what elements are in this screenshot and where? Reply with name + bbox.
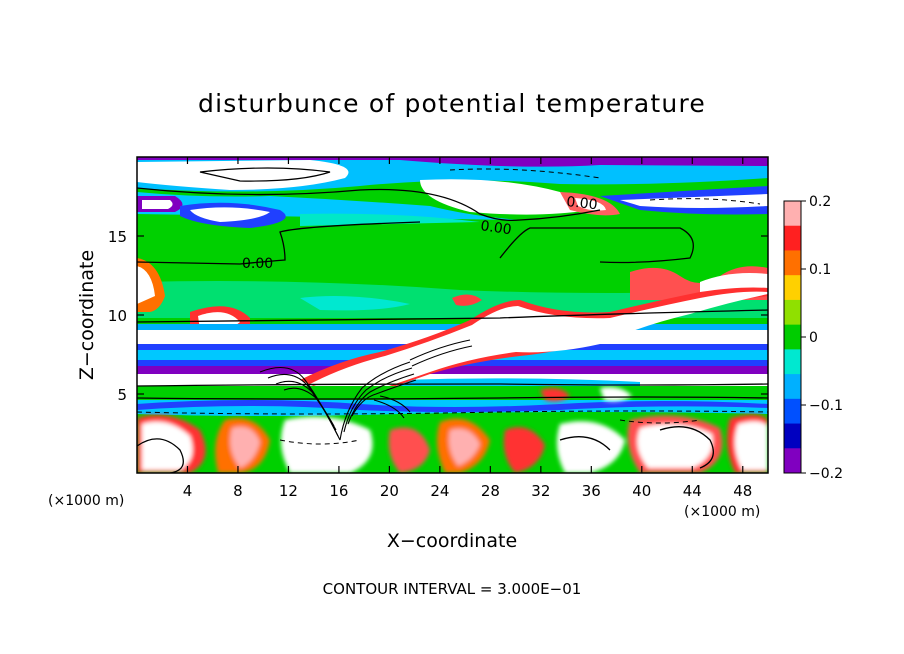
field-region (575, 198, 606, 211)
field-region (452, 294, 482, 306)
colorbar-segment (784, 250, 801, 276)
field-region (137, 266, 155, 304)
colorbar-segment (784, 398, 801, 425)
field-region (190, 207, 270, 222)
field-region (420, 179, 592, 215)
field-region (199, 167, 331, 182)
field-region (137, 281, 768, 318)
dashed-contours (137, 168, 768, 445)
turbulent-cells (137, 387, 768, 473)
contour-lines (137, 187, 768, 473)
x-axis: 4 8 12 16 20 24 28 32 36 40 44 48 (183, 157, 752, 500)
x-tick-label: 24 (430, 482, 449, 500)
y-tick-label: 5 (117, 386, 127, 404)
x-tick-label: 44 (683, 482, 702, 500)
colorbar-tick-label: 0.2 (809, 194, 831, 210)
colorbar: 0.2 0.1 0 −0.1 −0.2 (783, 194, 843, 482)
colorbar-tick-label: 0.1 (809, 262, 831, 278)
colorbar-segment (784, 299, 801, 326)
x-tick-label: 16 (329, 482, 348, 500)
chart-title: disturbunce of potential temperature (198, 89, 706, 118)
y-tick-label: 10 (108, 307, 127, 325)
vortex-contours (259, 339, 473, 441)
x-tick-label: 20 (380, 482, 399, 500)
colorbar-segment (784, 423, 801, 449)
colorbar-segment (784, 324, 801, 350)
field-region (300, 296, 410, 311)
plot-area: 0.00 0.00 0.00 (137, 157, 768, 473)
x-tick-label: 4 (183, 482, 193, 500)
x-axis-unit-label: (×1000 m) (684, 504, 760, 520)
field-region (310, 291, 768, 398)
y-axis-title: Z−coordinate (76, 250, 98, 380)
x-tick-label: 40 (632, 482, 651, 500)
colorbar-segment (784, 225, 801, 251)
colorbar-segment (784, 275, 801, 301)
x-tick-label: 8 (233, 482, 243, 500)
colorbar-segment (784, 201, 801, 227)
contour-label: 0.00 (566, 194, 599, 213)
y-axis: 5 10 15 (108, 228, 768, 404)
field-band (137, 366, 768, 374)
colorbar-tick-label: −0.1 (809, 398, 843, 414)
colorbar-segment (784, 374, 801, 400)
colorbar-tick-label: −0.2 (809, 466, 843, 482)
field-band (137, 157, 768, 167)
field-region (300, 213, 480, 226)
x-tick-label: 32 (531, 482, 550, 500)
field-region (142, 200, 173, 209)
x-tick-label: 48 (733, 482, 752, 500)
contour-interval-label: CONTOUR INTERVAL = 3.000E−01 (323, 580, 582, 598)
contour-label: 0.00 (242, 256, 273, 272)
colorbar-segment (784, 349, 801, 375)
x-tick-label: 28 (481, 482, 500, 500)
x-axis-title: X−coordinate (387, 530, 517, 552)
colorbar-tick-label: 0 (809, 330, 818, 346)
x-tick-label: 36 (582, 482, 601, 500)
field-region (137, 400, 768, 412)
contour-label: 0.00 (479, 218, 512, 238)
y-tick-label: 15 (108, 228, 127, 246)
x-origin-unit-label: (×1000 m) (48, 493, 124, 509)
x-tick-label: 12 (279, 482, 298, 500)
colorbar-segment (784, 448, 801, 474)
field-region (620, 194, 768, 208)
